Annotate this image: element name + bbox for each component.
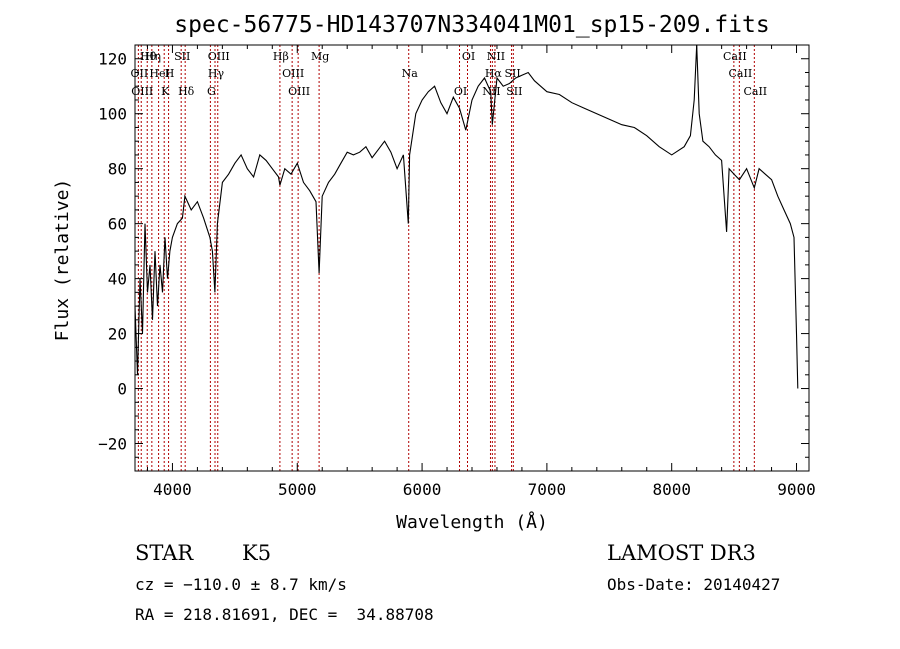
line-label: SII [506, 85, 522, 98]
line-label: CaII [723, 50, 747, 63]
x-tick-label: 7000 [528, 480, 567, 499]
y-tick-label: −20 [98, 435, 127, 454]
x-axis-label: Wavelength (Å) [396, 511, 548, 533]
line-label: NII [487, 50, 505, 63]
object-subclass: K5 [242, 541, 271, 565]
line-label: OII [131, 67, 149, 80]
line-label: OI [462, 50, 475, 63]
y-tick-label: 40 [108, 270, 127, 289]
y-axis-ticks: −20 0 20 40 60 80 100 120 [98, 44, 809, 458]
spectrum-series-line [134, 44, 799, 389]
y-axis-label: Flux (relative) [52, 179, 73, 342]
line-label: H [165, 67, 175, 80]
y-tick-label: 80 [108, 160, 127, 179]
line-label: K [161, 85, 170, 98]
line-label: SII [174, 50, 190, 63]
coordinates: RA = 218.81691, DEC = 34.88708 [135, 605, 434, 624]
line-label: HeI [149, 67, 169, 80]
x-tick-label: 8000 [652, 480, 691, 499]
line-label: G [207, 85, 216, 98]
line-label: Hη [145, 50, 161, 63]
line-label: OIII [282, 67, 304, 80]
redshift-value: cz = −110.0 ± 8.7 km/s [135, 575, 347, 594]
survey-name: LAMOST DR3 [607, 541, 756, 565]
line-label: SII [504, 67, 520, 80]
observation-date: Obs-Date: 20140427 [607, 575, 780, 594]
line-label: OIII [131, 85, 153, 98]
line-label: CaII [729, 67, 753, 80]
object-class: STAR [135, 541, 194, 565]
y-tick-label: 60 [108, 215, 127, 234]
line-label: OIII [208, 50, 230, 63]
line-label: Mg [311, 50, 329, 63]
plot-frame [134, 44, 810, 472]
line-label: Hβ [273, 50, 289, 63]
y-tick-label: 100 [98, 105, 127, 124]
line-label: Hθ [140, 50, 157, 63]
line-label: Hα [485, 67, 503, 80]
line-label: NII [482, 85, 500, 98]
line-label: Na [402, 67, 419, 80]
x-tick-label: 4000 [153, 480, 192, 499]
line-label: Hδ [178, 85, 195, 98]
line-label: Hγ [208, 67, 225, 80]
spectral-line-markers [137, 45, 755, 471]
y-tick-label: 120 [98, 50, 127, 69]
spectral-line-labels: Hθ OII OIII Hη HeI K SII HHδ OIII Hγ G Hβ OIII OIII Mg… [131, 50, 768, 98]
x-tick-label: 5000 [278, 480, 317, 499]
y-tick-label: 0 [117, 380, 127, 399]
line-label: CaII [743, 85, 767, 98]
y-tick-label: 20 [108, 325, 127, 344]
x-tick-label: 6000 [403, 480, 442, 499]
x-axis-ticks: 4000 5000 6000 7000 8000 9000 [146, 45, 816, 499]
line-label: OI [454, 85, 467, 98]
x-tick-label: 9000 [777, 480, 816, 499]
chart-title: spec-56775-HD143707N334041M01_sp15-209.f… [174, 12, 769, 38]
line-label: OIII [288, 85, 310, 98]
